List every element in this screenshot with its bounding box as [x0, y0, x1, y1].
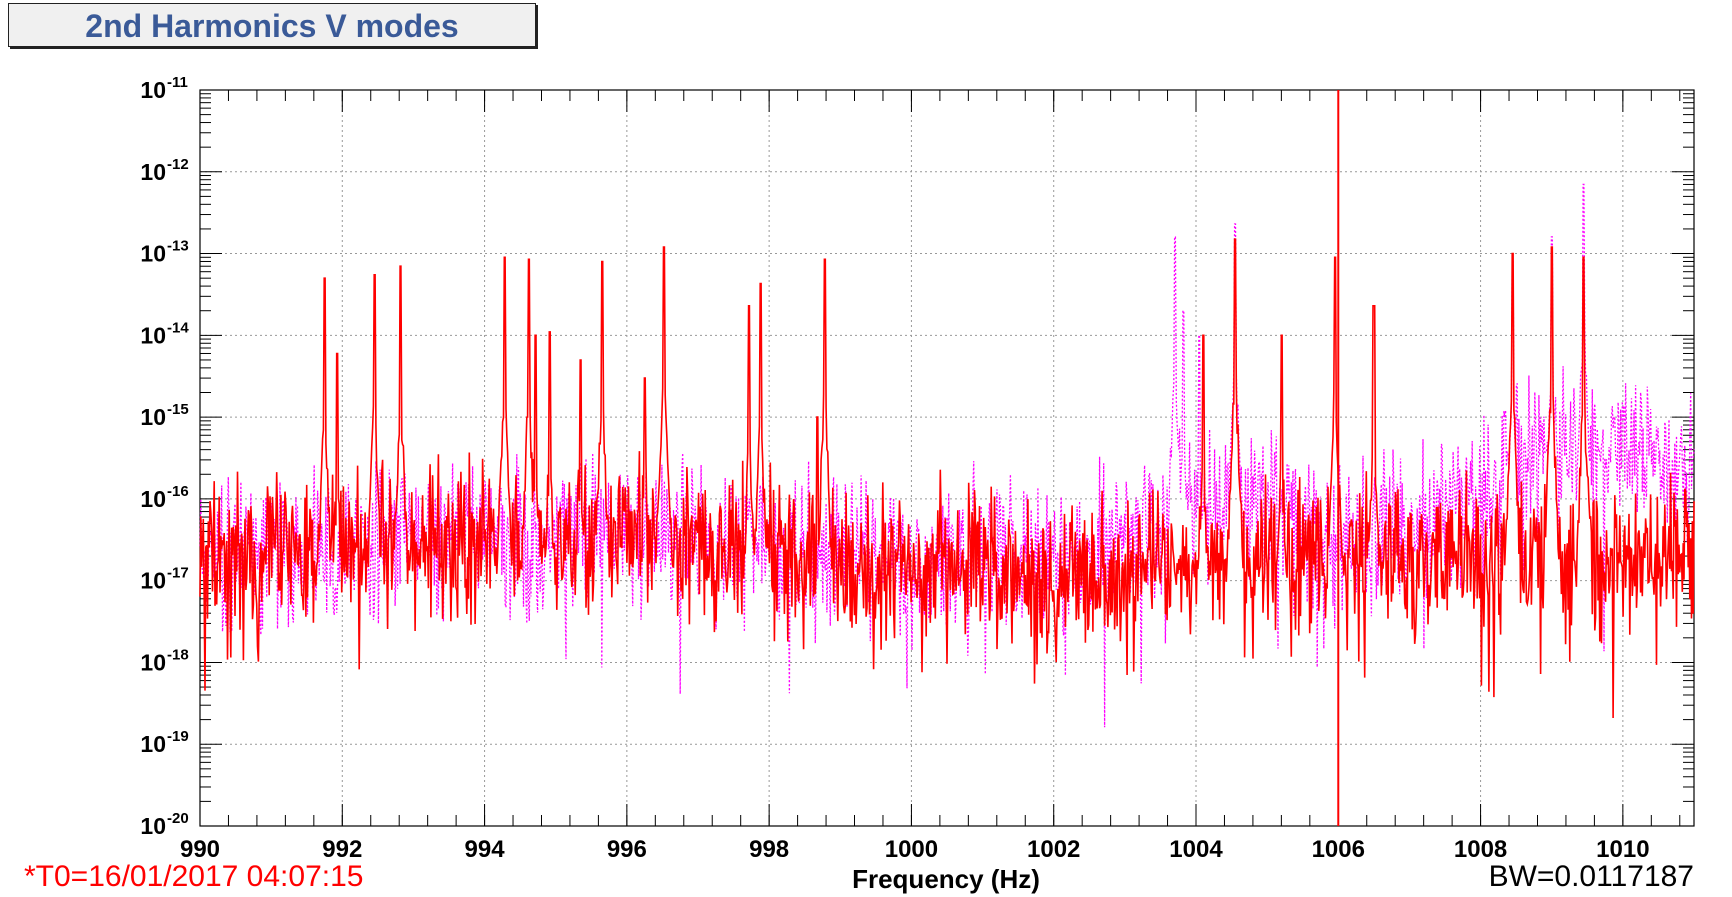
- y-tick-label: 10: [140, 241, 166, 267]
- y-tick-label: 10: [140, 322, 166, 348]
- grid: [200, 90, 1694, 826]
- x-tick-label: 990: [180, 836, 220, 863]
- x-tick-label: 994: [465, 836, 506, 863]
- t0-timestamp: *T0=16/01/2017 04:07:15: [24, 860, 364, 893]
- y-tick-label: 10: [140, 159, 166, 185]
- y-tick-label: 10: [140, 813, 166, 839]
- axis-ticks: [199, 89, 1694, 827]
- x-tick-label: 998: [749, 836, 789, 863]
- x-tick-label: 996: [607, 836, 647, 863]
- y-tick-exponent: -18: [167, 646, 189, 663]
- y-tick-label: 10: [140, 568, 166, 594]
- plot-frame: [199, 89, 1695, 827]
- y-tick-exponent: -19: [167, 728, 189, 745]
- y-tick-exponent: -11: [167, 74, 188, 91]
- y-tick-exponent: -12: [167, 156, 189, 173]
- x-tick-label: 1006: [1312, 836, 1365, 863]
- x-tick-label: 1002: [1027, 836, 1080, 863]
- y-tick-exponent: -13: [167, 238, 189, 255]
- x-axis-label: Frequency (Hz): [852, 864, 1040, 894]
- y-tick-label: 10: [140, 731, 166, 757]
- y-tick-exponent: -16: [167, 483, 189, 500]
- x-tick-label: 992: [322, 836, 362, 863]
- chart-title: 2nd Harmonics V modes: [85, 8, 459, 44]
- x-tick-label: 1008: [1454, 836, 1507, 863]
- y-tick-label: 10: [140, 77, 166, 103]
- x-tick-label: 1004: [1169, 836, 1223, 863]
- x-tick-label: 1010: [1596, 836, 1649, 863]
- x-tick-label: 1000: [885, 836, 938, 863]
- y-tick-exponent: -17: [167, 565, 189, 582]
- y-tick-exponent: -20: [167, 810, 189, 827]
- bandwidth-readout: BW=0.0117187: [1488, 860, 1694, 893]
- y-tick-label: 10: [140, 649, 166, 675]
- chart-title-box: 2nd Harmonics V modes: [8, 3, 536, 47]
- series-layer: [199, 183, 1695, 728]
- series-primary-line: [199, 238, 1695, 719]
- tick-labels: 990 992 994 996 998 1000 1002 1004 1006 1008 10101…: [140, 74, 1649, 863]
- y-tick-exponent: -15: [167, 401, 189, 418]
- y-tick-label: 10: [140, 486, 166, 512]
- y-tick-label: 10: [140, 404, 166, 430]
- y-tick-exponent: -14: [167, 319, 189, 336]
